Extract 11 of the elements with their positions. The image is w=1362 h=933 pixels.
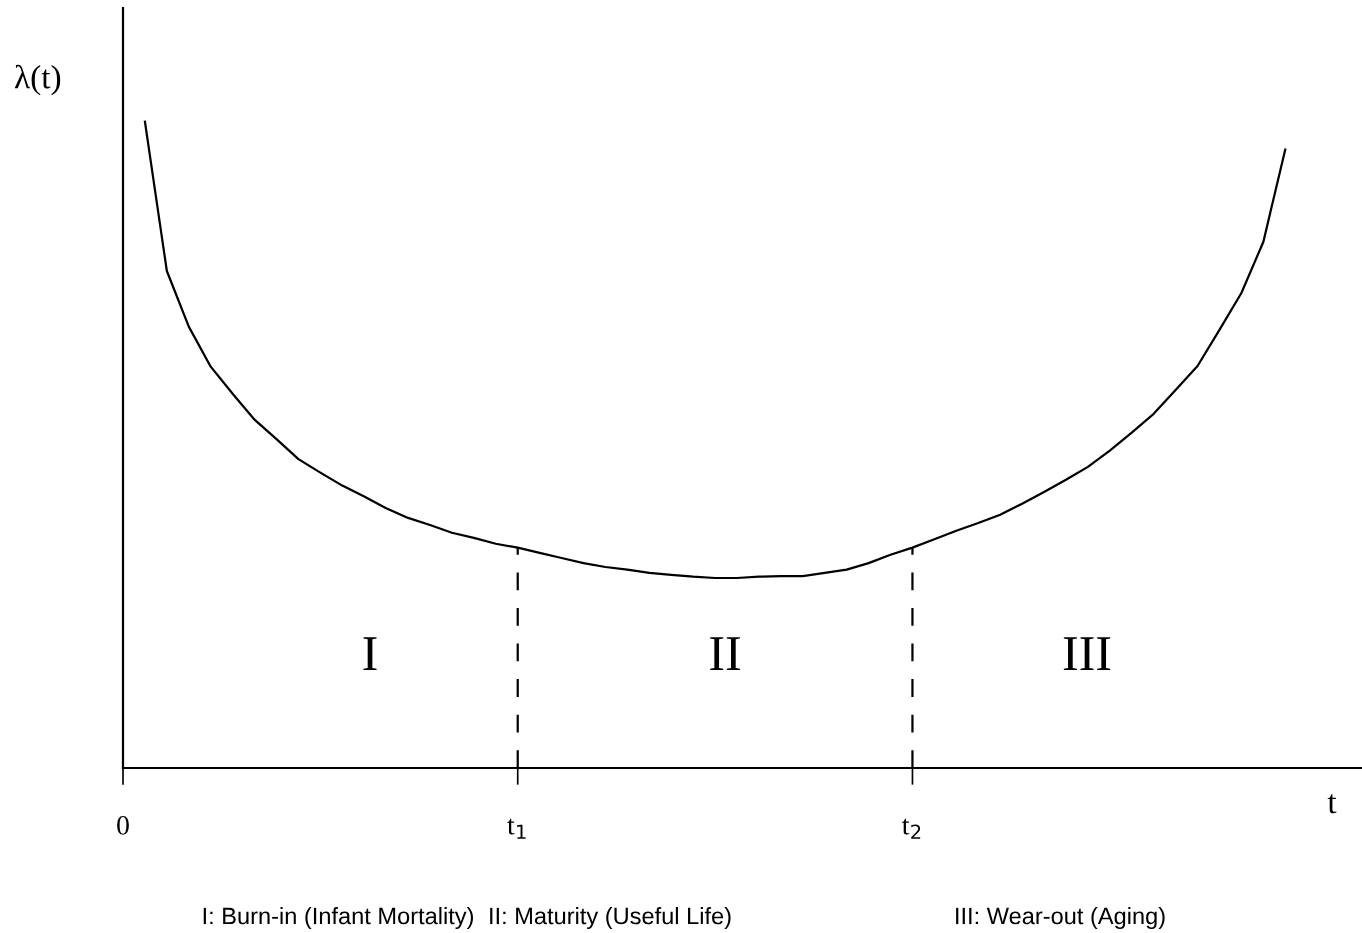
annotation: II xyxy=(710,637,740,671)
x-tick-label: t$_{2}$ xyxy=(902,818,921,839)
x-axis-title: t xyxy=(1327,794,1337,814)
x-tick-label: t$_{1}$ xyxy=(507,818,526,839)
annotation: I xyxy=(363,637,377,671)
annotation: III xyxy=(1063,637,1111,671)
text: II: Maturity (Useful Life) xyxy=(490,906,731,930)
text: I: Burn-in (Infant Mortality) xyxy=(203,906,474,930)
text: III: Wear-out (Aging) xyxy=(956,906,1165,930)
y-axis-title: λ(t) xyxy=(14,64,61,96)
x-tick-label: 0 xyxy=(117,816,129,835)
